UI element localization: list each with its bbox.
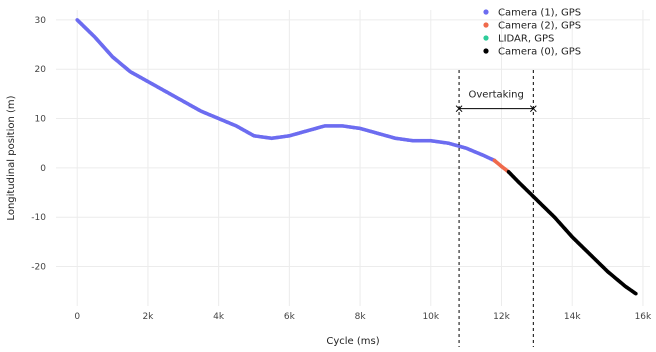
y-tick-label: -10 (31, 213, 46, 223)
y-tick-label: 10 (35, 115, 47, 125)
data-point (634, 291, 638, 296)
legend-marker (483, 35, 489, 41)
legend-entry: Camera (2), GPS (498, 21, 581, 32)
x-tick-label: 6k (284, 312, 296, 322)
legend-marker (483, 9, 489, 15)
y-axis-label: Longitudinal position (m) (6, 95, 17, 220)
overtaking-annotation: Overtaking (455, 70, 537, 347)
x-tick-label: 12k (493, 312, 510, 322)
y-tick-label: -20 (31, 263, 46, 273)
y-tick-label: 20 (35, 65, 47, 75)
legend-entry: Camera (1), GPS (498, 8, 581, 19)
y-tick-label: 30 (35, 16, 47, 26)
legend-entry: Camera (0), GPS (498, 47, 581, 58)
y-axis-ticks: -20 -10 0 10 20 30 (31, 16, 46, 273)
x-tick-label: 16k (635, 312, 652, 322)
legend-marker (483, 48, 489, 54)
overtaking-label: Overtaking (469, 90, 524, 101)
x-tick-label: 14k (564, 312, 581, 322)
legend: Camera (1), GPS Camera (2), GPS LIDAR, GPS… (483, 8, 581, 58)
x-axis-label: Cycle (ms) (326, 336, 379, 347)
x-tick-label: 2k (142, 312, 154, 322)
span-end-marker (529, 105, 537, 113)
x-tick-label: 10k (422, 312, 439, 322)
x-axis-ticks: 0 2k 4k 6k 8k 10k 12k 14k 16k (74, 312, 652, 322)
data-points (75, 18, 638, 296)
legend-entry: LIDAR, GPS (498, 34, 554, 45)
x-tick-label: 0 (74, 312, 80, 322)
x-tick-label: 4k (213, 312, 225, 322)
y-tick-label: 0 (40, 164, 46, 174)
legend-marker (483, 22, 489, 28)
x-tick-label: 8k (355, 312, 367, 322)
span-end-marker (455, 105, 463, 113)
grid (56, 10, 650, 306)
